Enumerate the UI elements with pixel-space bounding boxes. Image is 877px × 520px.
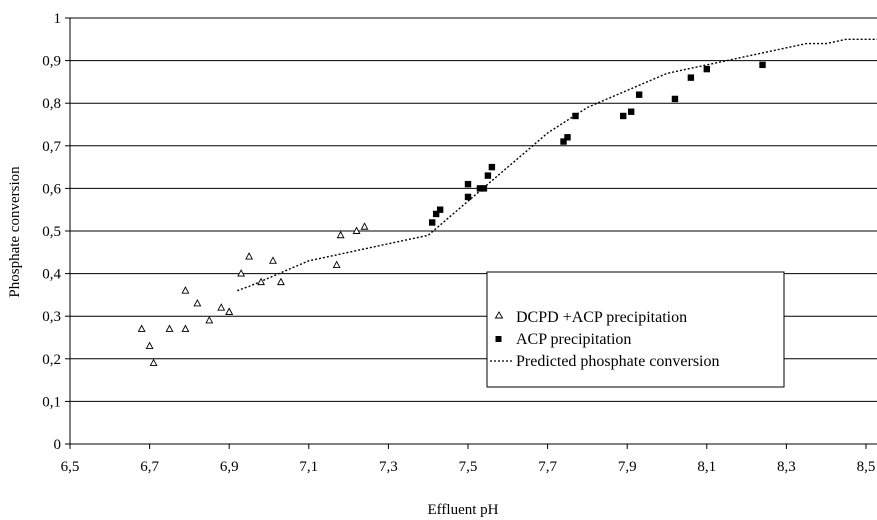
y-tick-label: 0,5	[42, 224, 61, 240]
point-acp	[432, 210, 440, 218]
x-tick-label: 7,5	[459, 459, 478, 475]
point-acp	[480, 185, 488, 192]
y-tick-label: 0,6	[42, 181, 61, 197]
point-acp	[476, 185, 484, 192]
point-acp	[687, 74, 695, 81]
legend-item-acp: ACP precipitation	[495, 331, 631, 348]
point-dcpd-acp	[237, 269, 246, 277]
y-tick-label: 0,2	[42, 352, 61, 368]
x-tick-label: 6,5	[61, 459, 80, 475]
legend-marker-filled-square	[495, 336, 502, 342]
point-acp	[703, 65, 710, 73]
point-dcpd-acp	[205, 316, 214, 324]
x-tick-label: 7,9	[618, 459, 637, 475]
y-tick-label: 1	[54, 11, 62, 27]
point-acp	[484, 172, 492, 179]
point-dcpd-acp	[225, 307, 234, 315]
legend-marker-open-triangle	[494, 311, 504, 319]
point-acp	[564, 134, 571, 141]
x-tick-label: 6,7	[140, 459, 159, 475]
legend-label-acp: ACP precipitation	[516, 331, 631, 348]
x-axis-title: Effluent pH	[428, 502, 499, 518]
point-dcpd-acp	[352, 226, 361, 234]
legend: DCPD +ACP precipitation ACP precipitatio…	[486, 271, 785, 388]
legend-item-predicted: Predicted phosphate conversion	[490, 353, 720, 370]
legend-label-dcpd: DCPD +ACP precipitation	[516, 309, 687, 326]
point-dcpd-acp	[276, 277, 285, 286]
point-acp	[671, 95, 679, 103]
x-tick-label: 8,5	[857, 459, 876, 475]
point-acp	[572, 112, 579, 120]
point-acp	[759, 61, 766, 69]
x-axis-ticks: 6,5 6,7 6,9 7,1 7,3 7,5 7,7 7,9 8,1 8,3 8,5	[61, 444, 876, 475]
point-dcpd-acp	[165, 324, 174, 332]
point-dcpd-acp	[245, 252, 254, 260]
point-acp	[627, 108, 635, 115]
point-dcpd-acp	[181, 324, 190, 332]
point-acp	[488, 163, 496, 171]
point-dcpd-acp	[137, 324, 146, 332]
gridlines	[70, 17, 877, 402]
point-dcpd-acp	[360, 222, 369, 230]
y-tick-label: 0,8	[42, 96, 61, 112]
point-dcpd-acp	[193, 298, 202, 307]
y-tick-label: 0	[54, 437, 62, 453]
legend-box	[486, 271, 785, 388]
series-line-predicted	[236, 38, 877, 292]
point-dcpd-acp	[269, 256, 277, 264]
x-tick-label: 7,1	[299, 459, 318, 475]
point-acp	[560, 138, 567, 145]
y-tick-label: 0,3	[42, 309, 61, 325]
legend-label-predicted: Predicted phosphate conversion	[516, 353, 720, 370]
x-tick-label: 6,9	[220, 459, 239, 475]
point-acp	[620, 112, 627, 120]
y-tick-label: 0,4	[42, 267, 61, 283]
y-tick-label: 0,1	[42, 394, 61, 410]
x-tick-label: 8,1	[697, 459, 716, 475]
legend-item-dcpd: DCPD +ACP precipitation	[494, 309, 687, 326]
point-dcpd-acp	[149, 358, 158, 367]
point-dcpd-acp	[257, 277, 265, 286]
point-dcpd-acp	[145, 341, 154, 349]
point-acp	[464, 193, 472, 201]
y-axis-title: Phosphate conversion	[7, 166, 23, 298]
point-acp	[428, 219, 436, 226]
y-tick-label: 0,7	[42, 139, 61, 155]
point-acp	[464, 180, 472, 188]
point-dcpd-acp	[181, 286, 190, 294]
point-dcpd-acp	[332, 260, 341, 269]
x-tick-label: 8,3	[777, 459, 796, 475]
point-acp	[635, 91, 643, 98]
plot-series	[137, 38, 877, 367]
point-acp	[436, 206, 444, 213]
x-tick-label: 7,3	[379, 459, 398, 475]
y-axis-ticks: 0 0,1 0,2 0,3 0,4 0,5 0,6 0,7 0,8 0,9 1	[42, 11, 70, 453]
point-dcpd-acp	[217, 303, 226, 311]
point-dcpd-acp	[336, 230, 345, 239]
x-tick-label: 7,7	[538, 459, 557, 475]
y-tick-label: 0,9	[42, 54, 61, 70]
